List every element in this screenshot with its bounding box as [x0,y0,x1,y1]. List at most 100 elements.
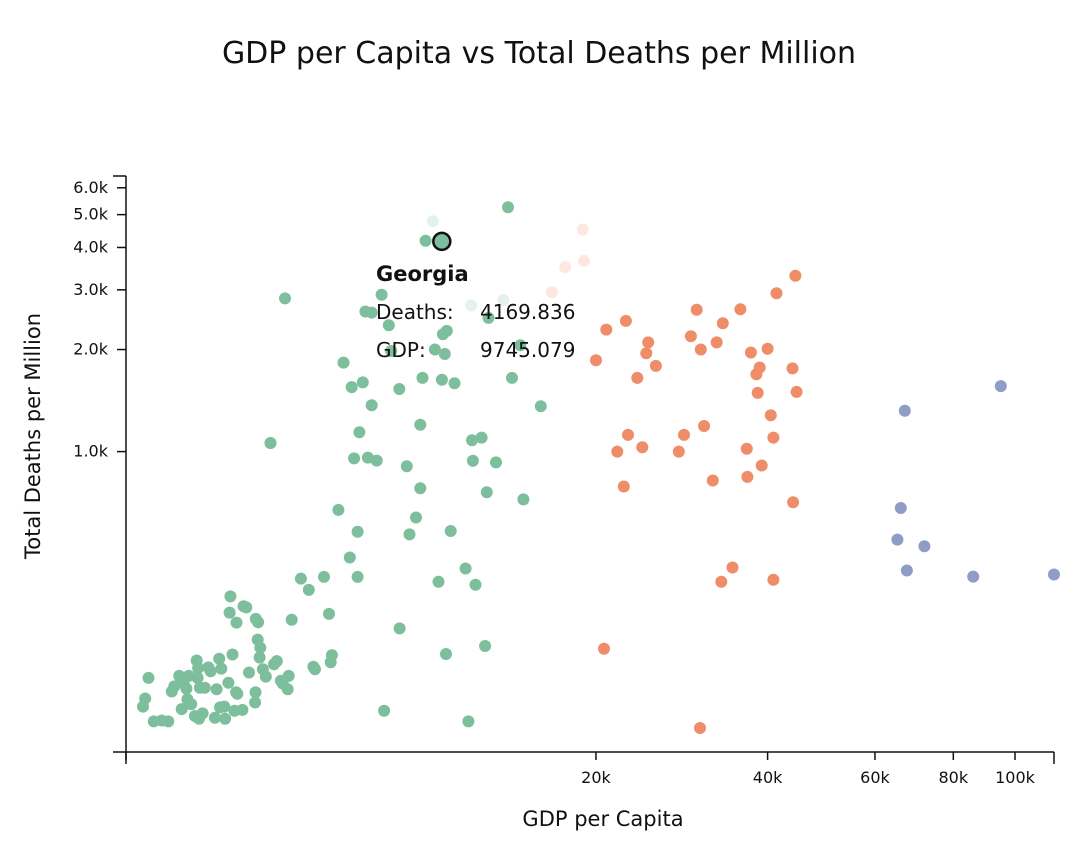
data-point[interactable] [684,330,697,343]
data-point[interactable] [789,269,802,282]
data-point[interactable] [716,317,729,330]
data-point[interactable] [259,670,272,683]
data-point[interactable] [385,345,398,357]
data-point[interactable] [226,648,239,661]
data-point[interactable] [490,456,502,469]
data-point[interactable] [185,698,198,711]
data-point[interactable] [590,354,602,367]
data-point[interactable] [240,601,253,614]
data-point[interactable] [482,311,495,324]
data-point[interactable] [236,703,249,716]
data-point[interactable] [351,525,364,538]
data-point[interactable] [534,400,547,413]
data-point[interactable] [642,336,655,349]
data-point[interactable] [465,299,478,312]
data-point[interactable] [497,294,510,306]
data-point[interactable] [224,590,237,603]
data-point[interactable] [678,428,690,441]
data-point[interactable] [469,578,482,591]
data-point[interactable] [180,682,193,695]
data-point[interactable] [318,570,330,583]
highlighted-point[interactable] [432,231,452,252]
data-point[interactable] [416,371,429,384]
data-point[interactable] [502,201,514,214]
data-point[interactable] [196,707,209,720]
data-point[interactable] [162,715,175,728]
data-point[interactable] [640,347,653,360]
data-point[interactable] [631,371,644,384]
data-point[interactable] [466,434,478,447]
data-point[interactable] [900,564,913,577]
data-point[interactable] [734,303,747,316]
data-point[interactable] [332,503,345,516]
data-point[interactable] [270,655,283,668]
data-point[interactable] [444,525,457,537]
data-point[interactable] [790,385,803,398]
data-point[interactable] [285,613,298,626]
data-point[interactable] [767,431,780,444]
data-point[interactable] [576,223,589,236]
data-point[interactable] [435,373,448,386]
data-point[interactable] [210,683,223,696]
data-point[interactable] [755,459,768,472]
data-point[interactable] [414,418,427,431]
data-point[interactable] [770,287,783,300]
data-point[interactable] [142,671,155,684]
data-point[interactable] [440,648,452,660]
data-point[interactable] [223,606,236,619]
data-point[interactable] [323,607,335,620]
data-point[interactable] [213,652,226,665]
data-point[interactable] [622,428,634,441]
data-point[interactable] [466,454,479,467]
data-point[interactable] [253,651,266,664]
data-point[interactable] [230,616,243,629]
data-point[interactable] [345,381,358,394]
data-point[interactable] [462,715,475,728]
data-point[interactable] [365,399,378,412]
data-point[interactable] [294,572,307,585]
data-point[interactable] [706,474,719,487]
data-point[interactable] [994,380,1007,393]
data-point[interactable] [281,683,294,696]
data-point[interactable] [414,482,427,495]
data-point[interactable] [891,533,904,546]
data-point[interactable] [517,493,530,506]
data-point[interactable] [403,528,416,541]
data-point[interactable] [378,704,391,717]
data-point[interactable] [741,470,754,483]
data-point[interactable] [175,703,188,716]
data-point[interactable] [343,551,356,564]
data-point[interactable] [219,712,232,725]
data-point[interactable] [764,409,777,422]
data-point[interactable] [204,665,217,678]
data-point[interactable] [918,540,931,553]
data-point[interactable] [715,575,728,588]
data-point[interactable] [351,570,364,583]
data-point[interactable] [249,686,262,699]
data-point[interactable] [672,445,685,458]
data-point[interactable] [459,562,472,575]
data-point[interactable] [649,359,662,372]
data-point[interactable] [440,324,453,337]
data-point[interactable] [545,286,558,299]
data-point[interactable] [559,261,572,274]
data-point[interactable] [264,437,277,449]
data-point[interactable] [479,640,492,652]
data-point[interactable] [309,663,321,676]
data-point[interactable] [191,671,204,684]
data-point[interactable] [636,441,649,454]
data-point[interactable] [761,342,774,355]
data-point[interactable] [598,642,610,655]
data-point[interactable] [480,486,493,499]
data-point[interactable] [356,376,369,389]
data-point[interactable] [475,431,488,444]
data-point[interactable] [337,356,350,369]
data-point[interactable] [302,583,315,596]
data-point[interactable] [617,480,630,493]
data-point[interactable] [448,377,461,390]
data-point[interactable] [419,234,432,247]
data-point[interactable] [694,343,707,356]
data-point[interactable] [252,616,265,629]
data-point[interactable] [279,292,291,305]
data-point[interactable] [611,445,624,458]
